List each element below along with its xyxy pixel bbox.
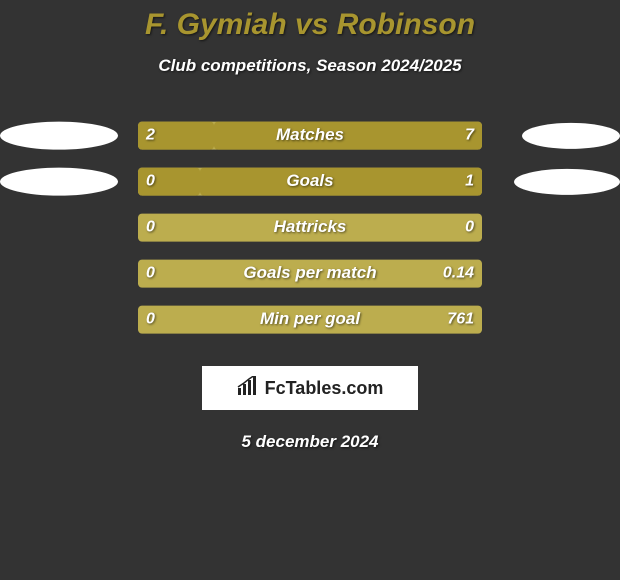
stat-row: Hattricks0 0 <box>0 208 620 254</box>
stat-label: Min per goal <box>138 309 482 329</box>
stat-label: Goals <box>138 171 482 191</box>
stat-value-right: 0.14 <box>443 264 474 282</box>
stat-bar: Min per goal0 761 <box>138 306 482 334</box>
stat-bar: Goals per match0 0.14 <box>138 260 482 288</box>
stat-row: Goals per match0 0.14 <box>0 254 620 300</box>
stat-value-left: 0 <box>146 264 155 282</box>
date-text: 5 december 2024 <box>241 432 378 451</box>
stat-value-right: 7 <box>465 126 474 144</box>
stat-bar: Hattricks0 0 <box>138 214 482 242</box>
stat-row: Goals0 1 <box>0 162 620 208</box>
stat-label: Matches <box>138 125 482 145</box>
logo-text: FcTables.com <box>265 378 384 399</box>
player-right-marker <box>514 169 620 195</box>
page-title: F. Gymiah vs Robinson <box>0 0 620 42</box>
stat-value-left: 2 <box>146 126 155 144</box>
stat-row: Matches2 7 <box>0 116 620 162</box>
stat-value-left: 0 <box>146 218 155 236</box>
stat-value-right: 0 <box>465 218 474 236</box>
stat-value-right: 1 <box>465 172 474 190</box>
stat-value-left: 0 <box>146 310 155 328</box>
stat-value-left: 0 <box>146 172 155 190</box>
date-line: 5 december 2024 <box>0 432 620 452</box>
stat-label: Hattricks <box>138 217 482 237</box>
stat-row: Min per goal0 761 <box>0 300 620 346</box>
subtitle-text: Club competitions, Season 2024/2025 <box>158 56 461 75</box>
title-text: F. Gymiah vs Robinson <box>145 8 475 41</box>
player-left-marker <box>0 122 118 150</box>
stat-bar: Matches2 7 <box>138 122 482 150</box>
stat-label: Goals per match <box>138 263 482 283</box>
stat-bar: Goals0 1 <box>138 168 482 196</box>
bar-chart-icon <box>237 376 259 401</box>
comparison-chart: Matches27Goals01Hattricks00Goals per mat… <box>0 116 620 346</box>
player-right-marker <box>522 123 620 149</box>
stat-value-right: 761 <box>447 310 474 328</box>
page-subtitle: Club competitions, Season 2024/2025 <box>0 56 620 76</box>
player-left-marker <box>0 168 118 196</box>
fctables-logo: FcTables.com <box>202 366 418 410</box>
